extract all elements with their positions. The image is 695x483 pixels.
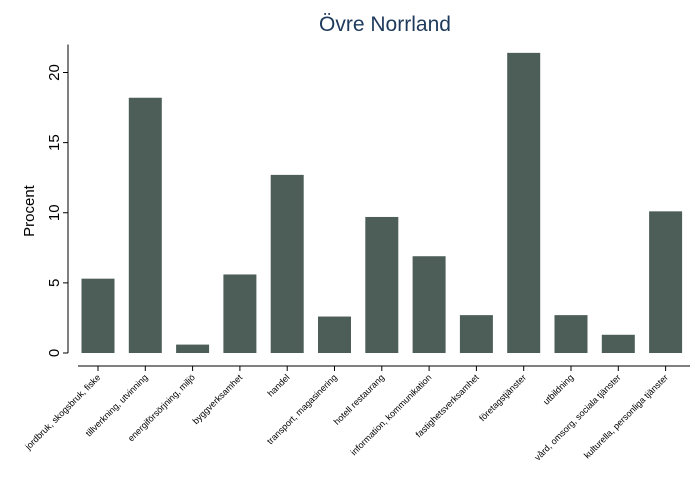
bar [270,174,304,353]
x-axis-ticks: jordbruk, skogsbruk, fisketillverkning, … [22,366,670,463]
x-tick-label: byggverksamhet [191,372,245,426]
y-tick-label: 20 [46,64,63,81]
bar [223,274,257,353]
bar [459,315,493,353]
bar [412,256,446,353]
x-tick-label: kulturella, personliga tjänster [582,372,670,460]
bar [128,97,162,354]
y-axis-label: Procent [21,184,38,237]
bar [81,278,115,353]
x-tick-label: handel [265,372,291,398]
bar [554,315,588,353]
x-tick-label: vård, omsorg, sociala tjänster [533,372,623,462]
y-tick-label: 5 [46,279,63,287]
bar [649,211,683,353]
bar [365,216,399,353]
y-tick-label: 15 [46,134,63,151]
x-tick-label: utbildning [541,372,575,406]
x-tick-label: information, kommunikation [349,372,434,457]
bars [81,52,683,354]
x-tick-label: företagstjänster [477,372,528,423]
x-tick-label: jordbruk, skogsbruk, fiske [22,372,102,452]
bar [601,334,635,353]
y-axis-ticks: 0 5 10 15 20 [46,64,68,357]
x-tick-label: hotell restaurang [332,372,386,426]
y-tick-label: 0 [46,349,63,357]
bar [507,52,541,354]
y-tick-label: 10 [46,204,63,221]
bar [176,344,210,353]
bar [318,316,351,353]
chart-title: Övre Norrland [319,13,451,36]
